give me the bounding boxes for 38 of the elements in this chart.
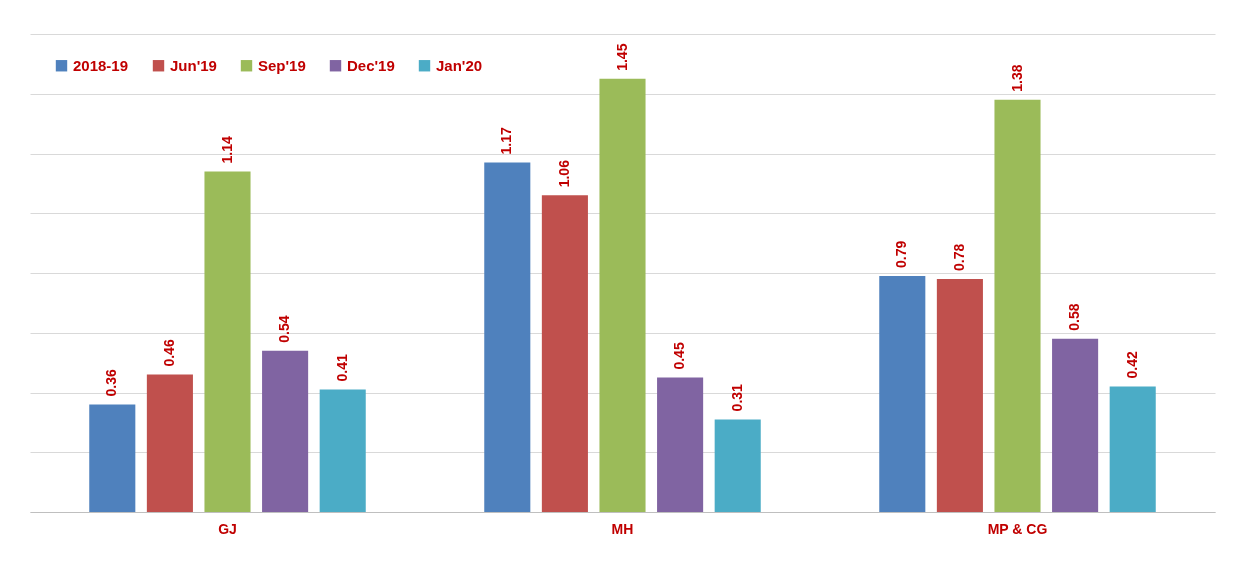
data-label: 0.41 bbox=[333, 354, 350, 382]
data-label: 0.54 bbox=[276, 315, 293, 343]
x-tick-label: MH bbox=[611, 520, 634, 537]
data-label: 0.58 bbox=[1066, 303, 1083, 331]
data-label: 0.78 bbox=[950, 243, 967, 271]
data-label: 0.31 bbox=[728, 383, 745, 412]
bar bbox=[541, 195, 588, 512]
data-label: 0.46 bbox=[160, 339, 177, 367]
bar bbox=[484, 162, 531, 512]
data-label: 1.45 bbox=[613, 43, 630, 71]
bar bbox=[1052, 338, 1099, 512]
data-label: 1.38 bbox=[1008, 64, 1025, 92]
data-label: 1.17 bbox=[498, 127, 515, 155]
data-label: 0.45 bbox=[671, 342, 688, 370]
bar bbox=[89, 404, 136, 512]
bar bbox=[319, 389, 366, 512]
legend-label: Jun'19 bbox=[170, 56, 217, 74]
x-tick-label: MP & CG bbox=[987, 520, 1048, 537]
bar bbox=[262, 350, 309, 512]
data-label: 0.42 bbox=[1123, 351, 1140, 379]
bar bbox=[146, 374, 193, 512]
bar bbox=[204, 171, 251, 512]
bar bbox=[657, 377, 704, 512]
legend-label: Dec'19 bbox=[347, 56, 395, 74]
legend-label: Sep'19 bbox=[258, 56, 306, 74]
data-label: 1.06 bbox=[555, 159, 572, 188]
bar bbox=[879, 275, 926, 512]
data-label: 0.79 bbox=[893, 240, 910, 268]
bar bbox=[714, 419, 761, 512]
x-tick-label: GJ bbox=[218, 520, 237, 537]
bar bbox=[936, 278, 983, 512]
legend-label: Jan'20 bbox=[436, 56, 483, 74]
legend-label: 2018-19 bbox=[73, 56, 129, 74]
data-label: 0.36 bbox=[103, 368, 120, 397]
data-label: 1.14 bbox=[218, 135, 235, 164]
bar bbox=[1109, 386, 1156, 512]
bar bbox=[994, 99, 1041, 512]
bar bbox=[599, 78, 646, 512]
